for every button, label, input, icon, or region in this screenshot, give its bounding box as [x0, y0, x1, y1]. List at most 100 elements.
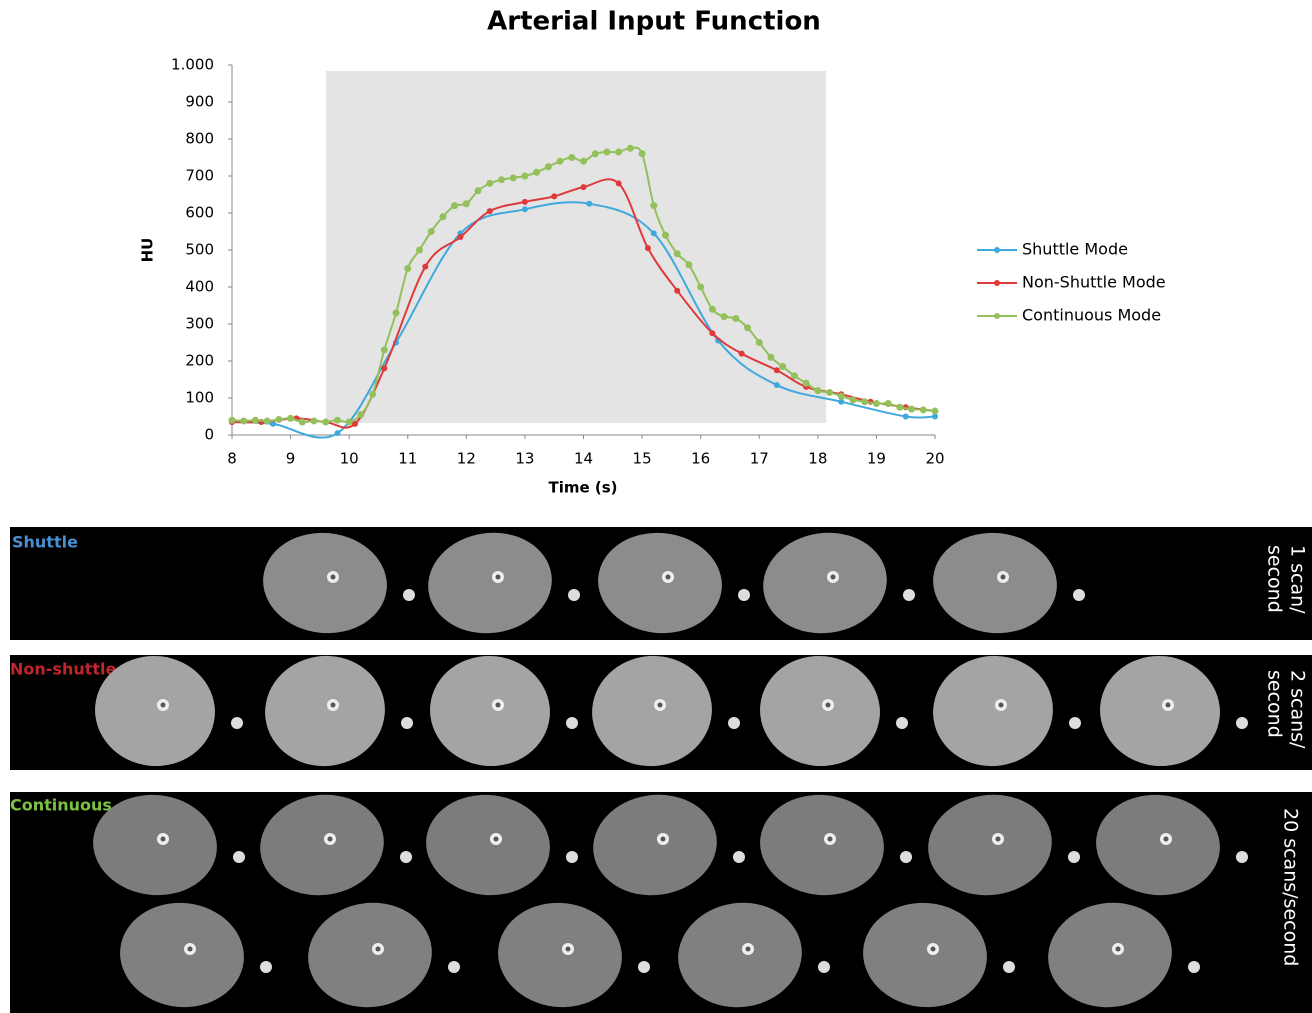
x-tick-label: 17 [750, 450, 769, 468]
ct-slice [678, 902, 802, 1008]
data-point [837, 392, 845, 400]
vessel-lumen [330, 702, 336, 708]
vessel-lumen [1000, 574, 1006, 580]
legend-label: Shuttle Mode [1022, 240, 1128, 259]
ct-slice [598, 532, 722, 634]
phantom-dot [568, 589, 580, 601]
legend-label: Continuous Mode [1022, 306, 1161, 325]
x-tick-label: 11 [398, 450, 417, 468]
phantom-dot [233, 851, 245, 863]
ct-slice [430, 655, 550, 767]
y-tick-label: 800 [185, 130, 214, 148]
phantom-dot [400, 851, 412, 863]
x-tick-label: 12 [457, 450, 476, 468]
x-tick-label: 18 [808, 450, 827, 468]
phantom-dot [401, 717, 413, 729]
data-point [650, 230, 657, 237]
vessel-lumen [495, 574, 501, 580]
data-point [521, 206, 528, 213]
data-point [673, 250, 681, 258]
ct-slice [263, 532, 387, 634]
phantom-dot [900, 851, 912, 863]
data-point [708, 305, 716, 313]
data-point [884, 400, 892, 408]
ct-slice [863, 902, 987, 1008]
x-tick-label: 16 [691, 450, 710, 468]
data-point [896, 403, 904, 411]
data-point [861, 398, 869, 406]
ct-slice [265, 655, 385, 767]
data-point [462, 200, 470, 208]
panel-label: Continuous [10, 796, 112, 815]
data-point [228, 416, 236, 424]
phantom-dot [728, 717, 740, 729]
phantom-dot [1073, 589, 1085, 601]
data-point [932, 413, 938, 420]
phantom-dot [818, 961, 830, 973]
data-point [908, 405, 916, 413]
data-point [779, 363, 787, 371]
phantom-dot [260, 961, 272, 973]
y-tick-label: 200 [185, 352, 214, 370]
data-point [744, 324, 752, 332]
y-tick-label: 300 [185, 315, 214, 333]
data-point [251, 416, 259, 424]
phantom-dot [566, 717, 578, 729]
data-point [849, 396, 857, 404]
ct-slice [308, 902, 432, 1008]
data-point [790, 372, 798, 380]
data-point [322, 418, 330, 426]
ct-slice [426, 794, 550, 896]
phantom-dot [896, 717, 908, 729]
phantom-dot [1068, 851, 1080, 863]
data-point [439, 213, 447, 221]
x-tick-label: 20 [925, 450, 944, 468]
y-tick-label: 700 [185, 167, 214, 185]
data-point [802, 379, 810, 387]
vessel-lumen [375, 946, 381, 952]
ct-slice [933, 655, 1053, 767]
phantom-dot [733, 851, 745, 863]
ct-slice [1100, 655, 1220, 767]
panel-rate: 20 scans/second [1280, 808, 1302, 966]
x-tick-label: 13 [515, 450, 534, 468]
panel-rate: second [1264, 545, 1286, 613]
legend-marker [994, 313, 1000, 319]
x-tick-label: 15 [633, 450, 652, 468]
ct-slice [933, 532, 1057, 634]
vessel-lumen [330, 574, 336, 580]
data-point [556, 157, 564, 165]
data-point [902, 413, 909, 420]
vessel-lumen [493, 836, 499, 842]
data-point [580, 184, 587, 191]
data-point [931, 407, 939, 415]
data-point [662, 231, 670, 239]
data-point [521, 198, 528, 205]
panel-rate: second [1264, 670, 1286, 738]
data-point [521, 172, 529, 180]
vessel-lumen [657, 702, 663, 708]
data-point [404, 265, 412, 272]
ct-slice [592, 655, 712, 767]
ct-slice [260, 794, 384, 896]
data-point [591, 150, 599, 158]
data-point [497, 176, 505, 184]
data-point [427, 228, 435, 235]
ct-slice [428, 532, 552, 634]
panel-label: Shuttle [12, 533, 78, 552]
vessel-lumen [160, 702, 166, 708]
y-tick-label: 900 [185, 93, 214, 111]
y-axis-label: HU [139, 238, 157, 263]
data-point [872, 400, 880, 408]
vessel-lumen [1115, 946, 1121, 952]
data-point [415, 246, 423, 254]
y-tick-label: 600 [185, 204, 214, 222]
data-point [644, 245, 651, 252]
data-point [345, 418, 353, 426]
data-point [551, 193, 558, 200]
data-point [310, 417, 318, 425]
data-point [674, 287, 681, 294]
ct-slice [593, 794, 717, 896]
data-point [638, 150, 646, 158]
